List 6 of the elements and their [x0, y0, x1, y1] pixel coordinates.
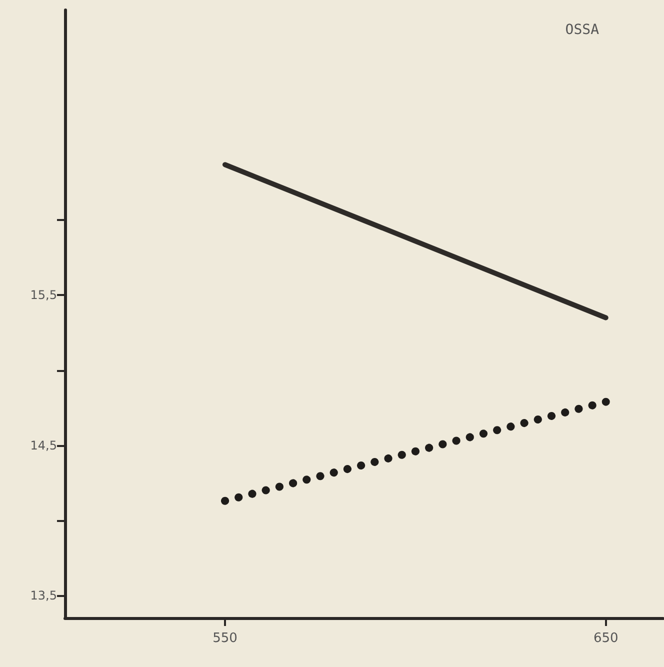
y-tick-label: 14,5: [30, 438, 57, 452]
y-tick-label: 15,5: [30, 288, 57, 302]
y-tick-label: 13,5: [30, 588, 57, 602]
x-tick-label: 550: [212, 631, 238, 646]
text: OSSA: [565, 22, 600, 38]
x-tick-label: 650: [593, 631, 618, 646]
